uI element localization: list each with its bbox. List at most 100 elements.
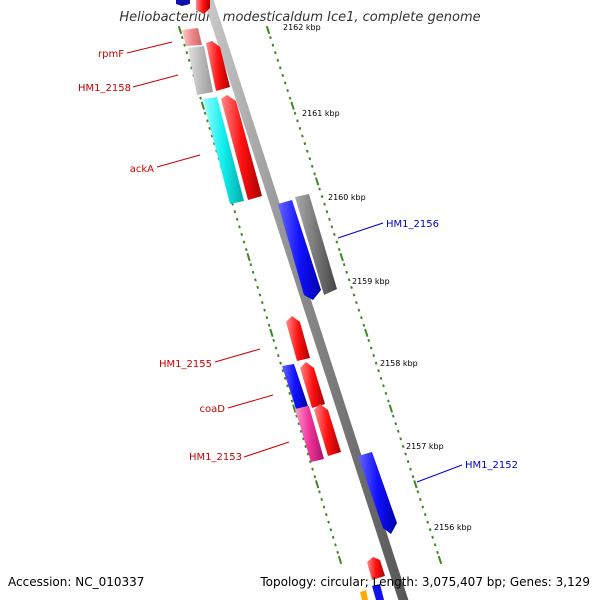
minor-tick <box>290 399 294 403</box>
minor-tick <box>233 210 237 214</box>
minor-tick <box>190 66 193 70</box>
kbp-label-2158: 2158 kbp <box>380 359 418 368</box>
minor-tick <box>327 520 330 524</box>
minor-tick <box>320 497 324 501</box>
minor-tick <box>421 505 425 509</box>
minor-tick <box>281 369 285 373</box>
minor-tick <box>206 119 209 123</box>
label-rpmF: rpmF <box>98 49 124 60</box>
minor-tick <box>288 96 292 100</box>
minor-tick <box>251 270 255 274</box>
minor-tick <box>325 210 329 214</box>
minor-tick <box>183 43 186 47</box>
minor-tick <box>271 43 275 47</box>
label-leaders <box>126 41 463 483</box>
minor-tick <box>303 142 307 146</box>
minor-tick <box>281 73 285 77</box>
minor-tick <box>355 301 358 305</box>
minor-tick <box>254 278 257 282</box>
minor-tick <box>274 346 278 350</box>
gene-HM1_2156[interactable] <box>295 194 337 295</box>
gene-bottom-blue <box>372 584 384 600</box>
gene-rpmF[interactable] <box>182 28 202 46</box>
minor-tick <box>265 316 269 320</box>
label-ackA: ackA <box>130 164 154 175</box>
minor-tick <box>304 444 308 448</box>
minor-tick <box>391 414 395 418</box>
minor-tick <box>185 51 189 55</box>
minor-tick <box>286 384 289 388</box>
major-tick <box>337 555 343 565</box>
minor-tick <box>416 490 420 494</box>
minor-tick <box>308 460 312 464</box>
gene-red-3 <box>221 95 262 200</box>
gene-HM1_2158[interactable] <box>188 46 213 95</box>
minor-tick <box>329 528 333 532</box>
minor-tick <box>313 475 317 479</box>
minor-tick <box>436 550 439 554</box>
minor-tick <box>399 437 403 441</box>
minor-tick <box>374 361 378 365</box>
minor-tick <box>426 520 430 524</box>
minor-tick <box>334 543 337 547</box>
major-tick <box>413 480 418 489</box>
minor-tick <box>272 338 276 342</box>
label-HM1_2152: HM1_2152 <box>465 460 518 471</box>
minor-tick <box>337 248 341 252</box>
kbp-label-2156: 2156 kbp <box>434 523 472 532</box>
minor-tick <box>298 126 302 130</box>
major-tick <box>269 328 274 337</box>
minor-tick <box>210 134 214 138</box>
minor-tick <box>212 142 216 146</box>
minor-tick <box>411 475 415 479</box>
genes-inner <box>176 0 324 462</box>
minor-tick <box>242 240 246 244</box>
minor-tick <box>283 376 287 380</box>
minor-tick <box>318 490 321 494</box>
minor-tick <box>244 248 248 252</box>
minor-tick <box>296 119 299 123</box>
minor-tick <box>401 444 405 448</box>
gene-HM1_2152[interactable] <box>358 452 397 534</box>
major-tick <box>388 404 394 413</box>
genes-middle <box>196 0 385 580</box>
kbp-label-2162: 2162 kbp <box>283 23 321 32</box>
minor-tick <box>433 543 437 547</box>
minor-tick <box>240 232 244 236</box>
minor-tick <box>384 391 388 395</box>
gene-bottom-orange <box>360 590 368 600</box>
kbp-label-2160: 2160 kbp <box>328 193 366 202</box>
label-HM1_2156: HM1_2156 <box>386 219 439 230</box>
minor-tick <box>286 89 290 93</box>
gene-HM1_2155[interactable] <box>286 316 310 361</box>
major-tick <box>364 328 369 337</box>
minor-tick <box>322 505 326 509</box>
minor-tick <box>372 354 376 358</box>
minor-tick <box>310 164 314 168</box>
minor-tick <box>301 134 304 138</box>
gene-HM1_2153[interactable] <box>295 406 324 462</box>
gene-top-inner-blue <box>176 0 190 6</box>
major-tick <box>314 177 320 186</box>
gene-coaD[interactable] <box>282 364 308 409</box>
minor-tick <box>302 437 305 441</box>
kbp-label-2161: 2161 kbp <box>302 109 340 118</box>
minor-tick <box>336 550 340 554</box>
minor-tick <box>278 66 282 70</box>
gene-ackA[interactable] <box>203 97 244 204</box>
minor-tick <box>288 391 292 395</box>
minor-tick <box>328 217 331 221</box>
minor-tick <box>409 467 412 471</box>
minor-tick <box>347 278 351 282</box>
minor-tick <box>332 232 336 236</box>
minor-tick <box>362 323 366 327</box>
minor-tick <box>308 157 312 161</box>
kbp-label-2157: 2157 kbp <box>406 442 444 451</box>
minor-tick <box>276 354 280 358</box>
minor-tick <box>335 240 339 244</box>
gene-blue-outer-1[interactable] <box>278 200 321 300</box>
minor-tick <box>269 36 272 40</box>
minor-tick <box>404 452 407 456</box>
label-coaD: coaD <box>200 404 226 415</box>
